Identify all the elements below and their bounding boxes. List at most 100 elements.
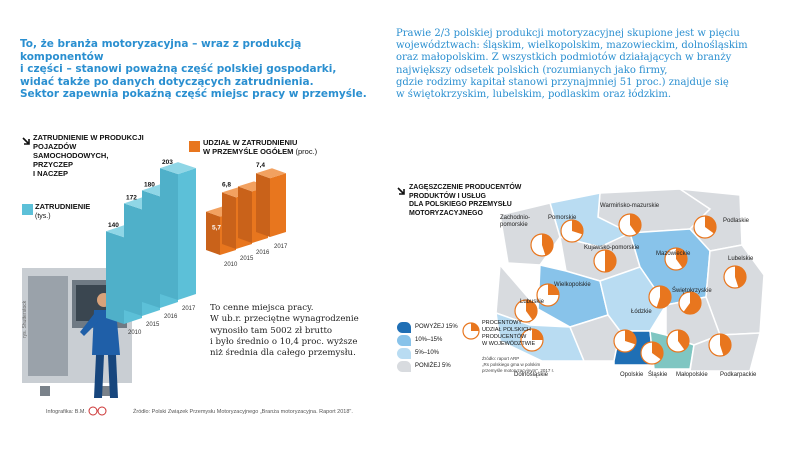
producer-share-pie	[536, 283, 560, 307]
map-legend-swatch	[397, 335, 411, 346]
pie-slice	[605, 250, 616, 272]
voivodeship-label-line: Świętokrzyskie	[672, 286, 712, 294]
voivodeship-label-line: Lubuskie	[520, 299, 545, 305]
pie-legend-label: PROCENTOWY UDZIAŁ POLSKICH PRODUCENTÓW W…	[482, 320, 536, 347]
pie-slice	[630, 214, 641, 234]
share-bar-front	[270, 173, 286, 237]
employment-legend-label: ZATRUDNIENIE	[35, 202, 91, 211]
voivodeship-label-line: Warmińsko-mazurskie	[600, 203, 660, 209]
producer-share-pie	[560, 219, 584, 243]
infographic-credit: Infografika: B.M.	[46, 409, 87, 415]
producer-share-pie	[514, 299, 538, 323]
voivodeship-label: Pomorskie	[548, 215, 577, 221]
salary-note: To cenne miejsca pracy. W ub.r. przecięt…	[210, 303, 359, 359]
voivodeship-label: Mazowieckie	[656, 251, 691, 257]
voivodeship-label: Podkarpackie	[720, 372, 757, 378]
voivodeship-label: Lubelskie	[728, 256, 754, 262]
voivodeship-label: Warmińsko-mazurskie	[600, 203, 660, 209]
pie-slice	[683, 292, 701, 314]
employment-value-label: 203	[162, 159, 173, 166]
voivodeship-label-line: Pomorskie	[548, 215, 577, 221]
employment-year-label: 2010	[128, 330, 142, 336]
share-value-label: 6,8	[222, 181, 231, 188]
arrow-icon	[22, 137, 30, 145]
voivodeship-label-line: Dolnośląskie	[514, 372, 549, 378]
machine-panel	[28, 276, 68, 376]
map-legend-label: 5%–10%	[415, 350, 440, 356]
worker-arm	[80, 314, 98, 336]
employment-bar-side	[160, 168, 178, 300]
voivodeship-label: Małopolskie	[676, 372, 708, 378]
intro-right-text: Prawie 2/3 polskiej produkcji motoryzacy…	[396, 28, 748, 101]
producer-share-pie	[593, 249, 617, 273]
employment-bar-top	[160, 162, 196, 175]
voivodeship-label-line: Podlaskie	[723, 218, 750, 224]
producer-share-pie	[640, 341, 664, 365]
producer-share-pie	[613, 329, 637, 353]
share-bar-side	[206, 211, 220, 255]
employment-chart: 140 2010 172 2015 180 2016 203 2017 5,7 2010 6,8 20…	[22, 159, 288, 398]
pie-slice	[678, 330, 689, 350]
share-year-label: 2010	[224, 262, 238, 268]
poland-map: Warmińsko-mazurskie Pomorskie Podlaskie Zac…	[495, 188, 765, 378]
voivodeship-label: Podlaskie	[723, 218, 750, 224]
producer-share-pie	[678, 291, 702, 315]
employment-year-label: 2015	[146, 322, 160, 328]
map-legend-swatch	[397, 361, 411, 372]
voivodeship-label: Wielkopolskie	[554, 282, 591, 288]
employment-value-label: 180	[144, 181, 155, 188]
machine-foot	[40, 386, 50, 396]
worker-leg	[108, 355, 118, 398]
map-source: Źródło: raport ARP „Rs polskiego gma w p…	[482, 356, 555, 373]
pie-slice	[625, 330, 636, 345]
pie-slice	[548, 284, 559, 295]
pie-slice	[532, 329, 543, 340]
share-bar-side	[256, 173, 270, 237]
employment-title: ZATRUDNIENIE W PRODUKCJI POJAZDÓW SAMOCH…	[33, 133, 144, 178]
share-value-label: 7,4	[256, 162, 265, 169]
pie-slice	[652, 342, 663, 360]
employment-unit: (tys.)	[35, 213, 51, 220]
source-bottom: Źródło: Polski Związek Przemysłu Motoryz…	[133, 409, 353, 415]
voivodeship-label: Lubuskie	[520, 299, 545, 305]
share-year-label: 2017	[274, 244, 288, 250]
share-legend-label: UDZIAŁ W ZATRUDNIENIU W PRZEMYŚLE OGÓŁEM…	[203, 138, 343, 156]
pie-slice	[656, 286, 671, 308]
voivodeship-label-line: Łódzkie	[631, 309, 652, 315]
copyright-icon	[88, 406, 107, 416]
arrow-icon	[397, 187, 405, 195]
employment-year-label: 2017	[182, 306, 196, 312]
machine-foot	[100, 386, 110, 396]
employment-bar-front	[178, 168, 196, 300]
employment-value-label: 140	[108, 222, 119, 229]
pie-slice	[720, 334, 731, 356]
employment-bar-side	[106, 231, 124, 324]
voivodeship-label: Opolskie	[620, 372, 644, 378]
producer-share-pie	[708, 333, 732, 357]
share-bar-side	[222, 192, 236, 249]
voivodeship-label-line: pomorskie	[500, 222, 528, 228]
voivodeship-label-line: Śląskie	[648, 370, 668, 378]
share-legend-text: UDZIAŁ W ZATRUDNIENIU W PRZEMYŚLE OGÓŁEM	[203, 138, 298, 156]
pie-slice	[542, 234, 553, 256]
map-legend-label: PONIŻEJ 5%	[415, 363, 451, 369]
share-bar-top	[256, 168, 286, 179]
producer-share-pie	[664, 247, 688, 271]
voivodeship-label-line: Zachodnio-	[500, 215, 530, 221]
voivodeship-label: Zachodnio-pomorskie	[500, 215, 530, 228]
voivodeship-label-line: Podkarpackie	[720, 372, 757, 378]
share-bar	[256, 168, 286, 237]
share-bar-side	[238, 186, 252, 243]
employment-legend-swatch	[22, 204, 33, 215]
voivodeship-label-line: Małopolskie	[676, 372, 708, 378]
producer-share-pie	[723, 265, 747, 289]
map-pies: Warmińsko-mazurskie Pomorskie Podlaskie Zac…	[500, 203, 757, 378]
voivodeship-label-line: Opolskie	[620, 372, 644, 378]
producer-share-pie	[693, 215, 717, 239]
share-year-label: 2015	[240, 256, 254, 262]
voivodeship-label: Kujawsko-pomorskie	[584, 245, 640, 251]
pie-slice	[735, 266, 746, 288]
employment-bar-side	[124, 203, 142, 316]
pie-slice	[676, 248, 687, 268]
share-year-label: 2016	[256, 250, 270, 256]
